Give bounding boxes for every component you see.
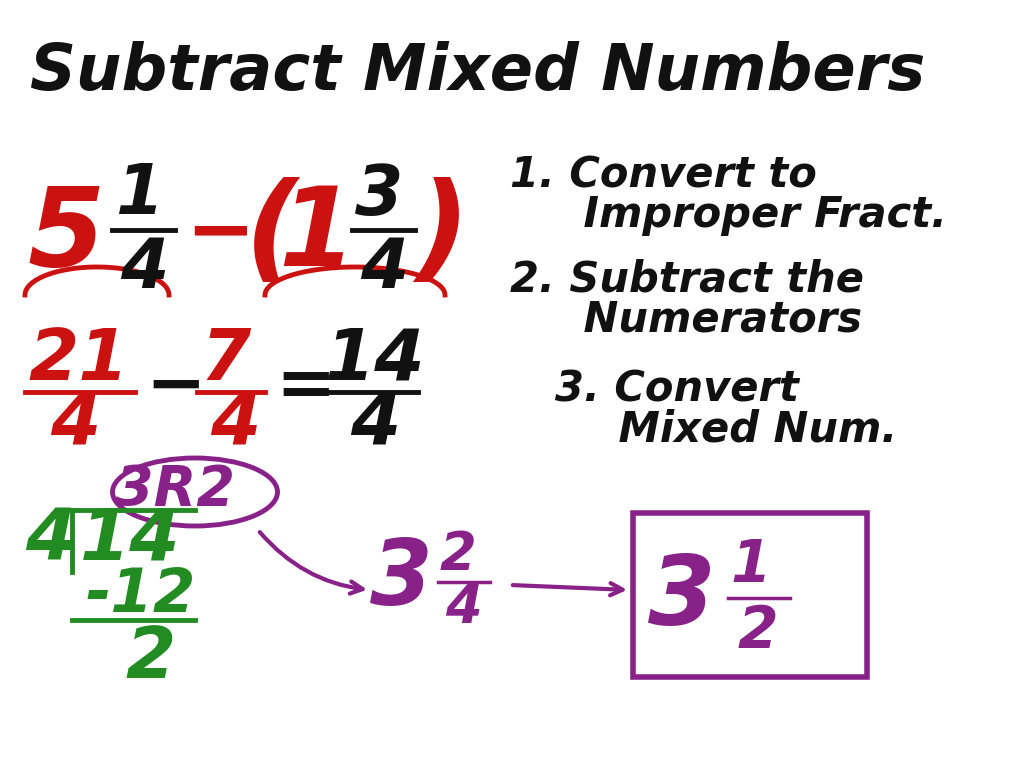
- Text: 21: 21: [28, 326, 128, 395]
- Text: 5: 5: [28, 181, 105, 289]
- FancyBboxPatch shape: [633, 513, 867, 677]
- Text: 3. Convert: 3. Convert: [555, 369, 799, 411]
- Text: ): ): [415, 177, 469, 293]
- Text: 3: 3: [370, 536, 433, 624]
- Text: 14: 14: [80, 505, 180, 574]
- Text: (: (: [245, 177, 299, 293]
- Text: 7: 7: [200, 326, 250, 395]
- Text: Subtract Mixed Numbers: Subtract Mixed Numbers: [30, 41, 926, 103]
- Text: 4: 4: [50, 390, 100, 459]
- Text: 2. Subtract the: 2. Subtract the: [510, 259, 864, 301]
- Text: 14: 14: [325, 326, 426, 395]
- Text: 4: 4: [210, 390, 260, 459]
- Text: 4: 4: [445, 582, 481, 634]
- Text: 2: 2: [125, 624, 175, 693]
- Text: 4: 4: [25, 505, 75, 574]
- Text: 2: 2: [440, 529, 477, 581]
- Text: -12: -12: [85, 565, 196, 624]
- Text: =: =: [275, 353, 336, 422]
- Text: Numerators: Numerators: [540, 299, 862, 341]
- Text: 2: 2: [738, 604, 778, 660]
- Text: Mixed Num.: Mixed Num.: [575, 409, 897, 451]
- Text: 1: 1: [730, 537, 771, 594]
- Text: 1: 1: [278, 181, 355, 289]
- Text: 3R2: 3R2: [115, 463, 234, 517]
- Text: 1. Convert to: 1. Convert to: [510, 154, 817, 196]
- Text: 3: 3: [648, 551, 716, 644]
- Text: 4: 4: [120, 234, 168, 302]
- Text: 1: 1: [115, 161, 164, 229]
- Text: 4: 4: [350, 390, 400, 459]
- Text: 4: 4: [360, 234, 409, 302]
- Text: 3: 3: [355, 161, 403, 229]
- Text: −: −: [185, 193, 255, 273]
- Text: Improper Fract.: Improper Fract.: [540, 194, 947, 236]
- Text: −: −: [145, 353, 206, 422]
